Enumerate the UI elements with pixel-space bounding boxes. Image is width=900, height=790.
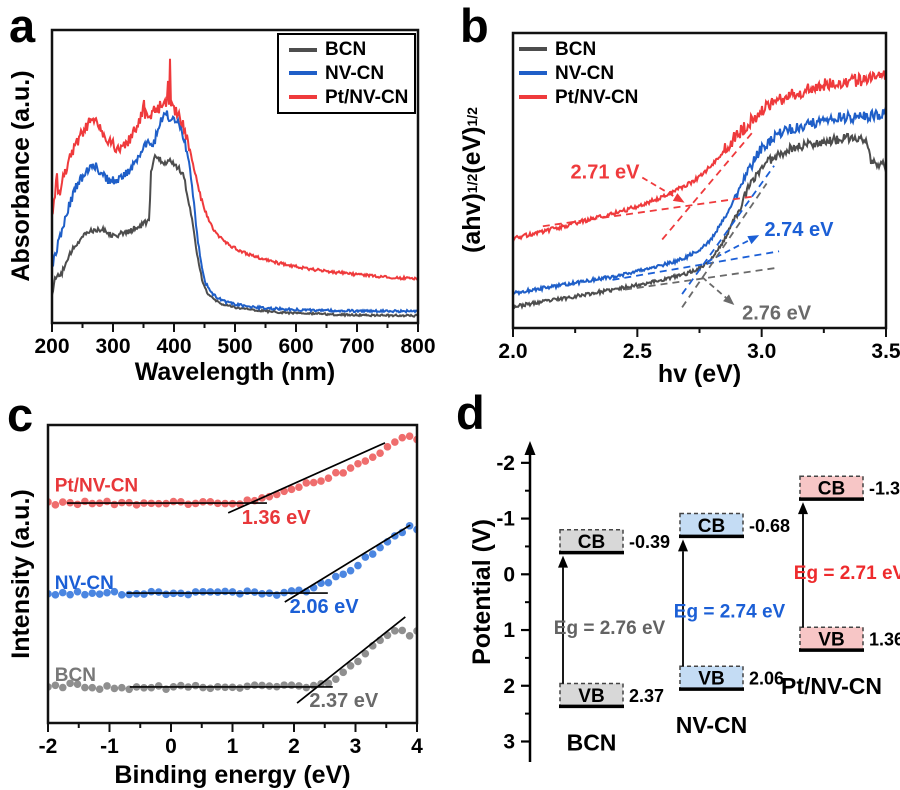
svg-text:BCN: BCN <box>567 729 617 755</box>
svg-text:-2: -2 <box>39 735 58 758</box>
svg-text:1: 1 <box>503 619 515 642</box>
svg-text:600: 600 <box>278 335 313 358</box>
legend-label-nvcn: NV-CN <box>325 62 385 84</box>
legend-label-nvcn-b: NV-CN <box>555 62 615 84</box>
svg-text:2.37: 2.37 <box>629 686 664 706</box>
panel-b-ylabel-base: (ahv) <box>457 193 486 253</box>
svg-text:200: 200 <box>34 335 69 358</box>
legend-label-bcn: BCN <box>325 39 367 61</box>
svg-text:VB: VB <box>578 686 604 707</box>
legend-swatch-nvcn-b <box>519 71 547 75</box>
legend-item-nvcn-b: NV-CN <box>519 64 679 83</box>
svg-text:-0.68: -0.68 <box>749 516 790 536</box>
panel-b-x-axis-title: hv (eV) <box>657 360 742 388</box>
svg-text:2: 2 <box>503 675 515 698</box>
svg-text:BCN: BCN <box>55 665 96 686</box>
svg-text:Pt/NV-CN: Pt/NV-CN <box>781 673 882 699</box>
legend-item-ptnvcn: Pt/NV-CN <box>289 88 412 107</box>
svg-text:CB: CB <box>818 479 845 500</box>
legend-label-bcn-b: BCN <box>555 38 597 60</box>
svg-text:3.5: 3.5 <box>871 340 900 363</box>
svg-text:VB: VB <box>818 630 844 651</box>
panel-d-letter: d <box>456 386 485 439</box>
svg-text:2.37 eV: 2.37 eV <box>309 690 379 712</box>
svg-text:1.36 eV: 1.36 eV <box>242 507 312 529</box>
svg-text:-1: -1 <box>496 508 515 531</box>
svg-text:-1.35: -1.35 <box>869 479 900 499</box>
panel-c-x-axis-title: Binding energy (eV) <box>114 761 351 789</box>
panel-a-legend: BCN NV-CN Pt/NV-CN <box>277 33 416 114</box>
legend-swatch-nvcn <box>289 71 317 76</box>
svg-text:CB: CB <box>578 532 605 553</box>
panel-c-y-axis-title: Intensity (a.u.) <box>6 489 35 659</box>
svg-text:-2: -2 <box>496 452 515 475</box>
svg-text:-1: -1 <box>100 735 119 758</box>
svg-text:Eg = 2.76 eV: Eg = 2.76 eV <box>554 618 666 639</box>
svg-text:2.06: 2.06 <box>749 669 784 689</box>
svg-text:2.0: 2.0 <box>498 340 527 363</box>
panel-a-letter: a <box>9 0 36 52</box>
svg-text:Eg = 2.74 eV: Eg = 2.74 eV <box>674 601 786 622</box>
svg-text:500: 500 <box>217 335 252 358</box>
svg-text:NV-CN: NV-CN <box>676 712 748 738</box>
panel-a-x-axis-title: Wavelength (nm) <box>134 358 336 386</box>
legend-label-ptnvcn-b: Pt/NV-CN <box>555 86 639 108</box>
svg-text:2.71 eV: 2.71 eV <box>571 162 641 184</box>
svg-text:-0.39: -0.39 <box>629 532 670 552</box>
svg-text:800: 800 <box>400 335 435 358</box>
svg-text:1: 1 <box>227 735 239 758</box>
panel-d-y-axis-title: Potential (V) <box>467 519 496 665</box>
svg-text:Pt/NV-CN: Pt/NV-CN <box>55 476 138 497</box>
svg-text:1.36: 1.36 <box>869 630 900 650</box>
svg-text:3.0: 3.0 <box>747 340 776 363</box>
svg-text:700: 700 <box>339 335 374 358</box>
panel-a-y-axis-title: Absorbance (a.u.) <box>6 70 35 282</box>
legend-swatch-bcn-b <box>519 47 547 51</box>
svg-text:400: 400 <box>156 335 191 358</box>
legend-swatch-bcn <box>289 47 317 52</box>
legend-item-bcn: BCN <box>289 40 412 59</box>
svg-text:VB: VB <box>698 669 724 690</box>
legend-swatch-ptnvcn-b <box>519 95 547 99</box>
svg-text:3: 3 <box>350 735 362 758</box>
svg-text:NV-CN: NV-CN <box>55 573 114 594</box>
legend-swatch-ptnvcn <box>289 95 317 100</box>
svg-text:2.5: 2.5 <box>623 340 653 363</box>
svg-text:2.74 eV: 2.74 eV <box>764 219 834 241</box>
svg-text:2.06 eV: 2.06 eV <box>290 596 360 618</box>
svg-text:4: 4 <box>411 735 423 758</box>
svg-text:0: 0 <box>503 563 515 586</box>
svg-text:0: 0 <box>165 735 177 758</box>
legend-item-nvcn: NV-CN <box>289 64 412 83</box>
panel-b-y-axis-title: (ahv) 1/2 (eV) 1/2 <box>457 107 486 253</box>
svg-text:2.76 eV: 2.76 eV <box>742 302 812 324</box>
panel-c-letter: c <box>7 388 34 441</box>
svg-text:2: 2 <box>288 735 300 758</box>
svg-text:3: 3 <box>503 730 515 753</box>
svg-text:300: 300 <box>95 335 130 358</box>
svg-text:Eg = 2.71 eV: Eg = 2.71 eV <box>794 563 900 584</box>
legend-label-ptnvcn: Pt/NV-CN <box>325 86 409 108</box>
legend-item-bcn-b: BCN <box>519 40 679 59</box>
svg-text:CB: CB <box>698 516 725 537</box>
legend-item-ptnvcn-b: Pt/NV-CN <box>519 88 679 107</box>
panel-b-legend: BCN NV-CN Pt/NV-CN <box>519 37 679 109</box>
panel-b-letter: b <box>460 0 489 52</box>
panel-b-ylabel-base2: (eV) <box>457 126 486 174</box>
